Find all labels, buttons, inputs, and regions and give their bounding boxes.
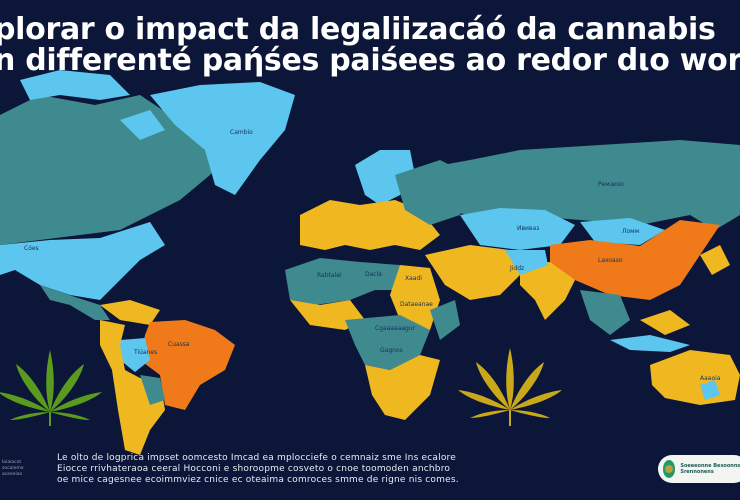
region-horn-africa[interactable]: [430, 300, 460, 340]
region-bolivia[interactable]: [120, 338, 150, 372]
region-southeast-asia[interactable]: [580, 290, 630, 335]
region-southern-africa[interactable]: [365, 355, 440, 420]
label-north-america: Cóes: [24, 245, 39, 252]
cannabis-leaf-icon: [458, 348, 562, 426]
region-canada[interactable]: [0, 95, 230, 245]
label-bolivia: Tiúanes: [133, 349, 157, 356]
region-paraguay[interactable]: [140, 375, 165, 405]
label-angola: Gagnos: [380, 347, 403, 354]
description-line: Le olto de logprica impset oomcesto Imca…: [57, 453, 456, 463]
label-brazil: Cuassa: [168, 341, 190, 348]
label-libya: Dacla: [365, 271, 382, 278]
region-central-africa[interactable]: [345, 315, 430, 370]
region-indonesia[interactable]: [610, 335, 690, 352]
region-north-africa[interactable]: [285, 258, 400, 305]
region-russia[interactable]: [415, 140, 740, 230]
region-venezuela[interactable]: [100, 300, 160, 325]
region-japan[interactable]: [700, 245, 730, 275]
region-greenland[interactable]: [150, 82, 295, 195]
region-china[interactable]: [550, 220, 720, 300]
region-europe[interactable]: [300, 200, 440, 250]
label-greenland: Cambio: [230, 129, 253, 136]
label-india: Jiddz: [509, 265, 524, 272]
label-mongolia: Ломм: [622, 228, 639, 235]
description-text: Le olto de logprica impset oomcesto Imca…: [57, 453, 527, 486]
region-alaska-east[interactable]: [640, 310, 690, 335]
region-usa[interactable]: [0, 222, 165, 300]
label-congo: Cgaaaaaagur: [375, 325, 416, 332]
region-india[interactable]: [520, 262, 575, 320]
cannabis-leaf-icon: [0, 350, 102, 426]
label-egypt: Xaadi: [405, 275, 422, 282]
label-russia: Ремзизо: [598, 181, 624, 188]
region-central-asia[interactable]: [505, 250, 548, 275]
region-australia[interactable]: [650, 350, 740, 405]
region-brazil[interactable]: [140, 320, 235, 410]
region-egypt-sudan[interactable]: [390, 265, 440, 330]
region-new-zealand[interactable]: [700, 380, 720, 400]
page-title: plorar o impact da legaliizacáó da canna…: [0, 14, 740, 76]
globe-logo-icon: [663, 460, 676, 478]
region-mongolia[interactable]: [580, 218, 665, 245]
side-note: Ioiaiacot socaiemo aceeeiao: [2, 460, 24, 477]
label-algeria: Rabtalei: [317, 272, 342, 279]
region-mexico[interactable]: [40, 285, 110, 320]
region-canada-islands[interactable]: [20, 70, 165, 140]
title-line-2: n differenté paήśes paiśees ao redor dιo…: [0, 43, 740, 78]
label-china: Laxoaso: [598, 257, 623, 264]
source-badge: Soeeeonne Besoonnse Srennonens: [658, 455, 740, 483]
region-andes[interactable]: [100, 320, 165, 455]
label-australia: Aaaoia: [700, 375, 721, 382]
title-line-1: plorar o impact da legaliizacáó da canna…: [0, 12, 716, 47]
description-line: Eiocce rrivhateraoa ceeral Hocconi e sho…: [57, 464, 451, 474]
region-kazakhstan[interactable]: [460, 208, 575, 250]
description-line: oe mice cagesnee ecoimmviez cnice ec ote…: [57, 475, 459, 485]
label-sudan: Dataeanae: [400, 301, 433, 308]
label-kazakhstan: Ививаз: [517, 225, 539, 232]
region-middle-east[interactable]: [425, 245, 520, 300]
badge-text: Soeeeonne Besoonnse Srennonens: [680, 463, 740, 475]
